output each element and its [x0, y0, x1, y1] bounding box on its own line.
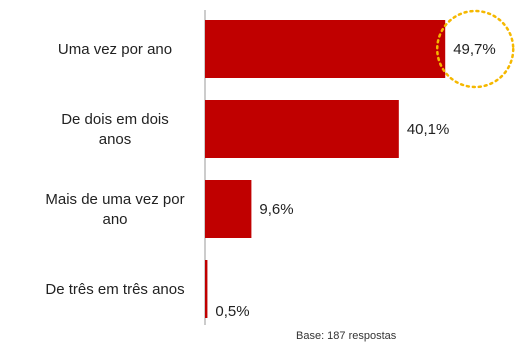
highlight-circle	[435, 9, 515, 89]
value-label-4: 0,5%	[215, 303, 249, 320]
category-label-3: Mais de uma vez por ano	[45, 191, 184, 228]
category-label-2: De dois em dois anos	[61, 111, 169, 148]
value-label-2: 40,1%	[407, 121, 450, 138]
bar-4	[205, 260, 208, 318]
base-note: Base: 187 respostas	[296, 330, 397, 342]
value-label-1: 49,7%	[453, 41, 496, 58]
category-label-4: De três em três anos	[45, 281, 184, 298]
bar-3	[205, 180, 252, 238]
category-label-1: Uma vez por ano	[58, 41, 172, 58]
value-label-3: 9,6%	[259, 201, 293, 218]
bar-2	[205, 100, 399, 158]
bar-1	[205, 20, 446, 78]
